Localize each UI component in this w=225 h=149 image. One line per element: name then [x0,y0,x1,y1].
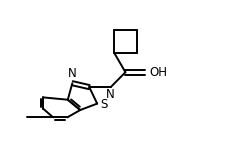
Text: OH: OH [148,66,166,79]
Text: N: N [106,88,115,101]
Text: S: S [100,98,108,111]
Text: N: N [67,67,76,80]
